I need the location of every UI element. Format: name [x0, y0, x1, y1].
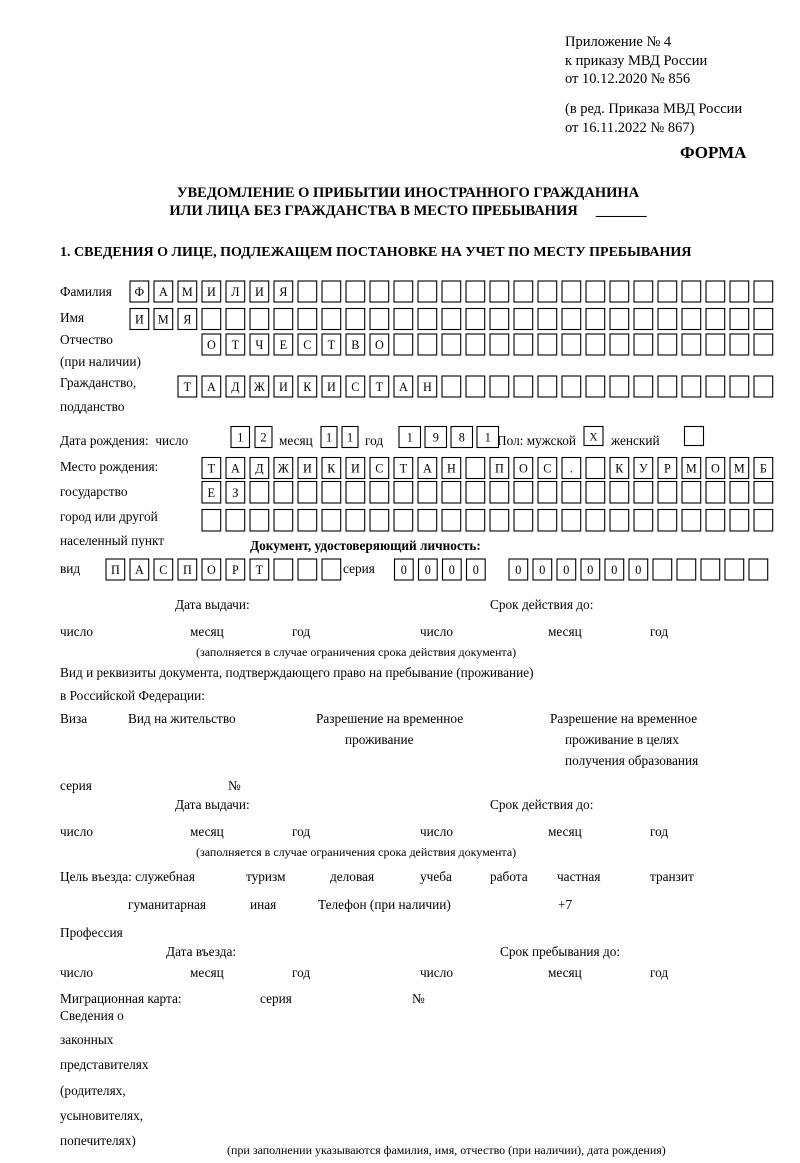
svg-text:О: О: [375, 338, 384, 352]
svg-text:0: 0: [635, 563, 641, 577]
svg-text:С: С: [159, 563, 167, 577]
svg-text:М: М: [182, 285, 193, 299]
svg-text:П: П: [495, 462, 504, 476]
svg-text:X: X: [590, 432, 598, 444]
svg-text:Т: Т: [376, 380, 384, 394]
svg-text:М: М: [686, 462, 697, 476]
svg-text:С: С: [375, 462, 383, 476]
svg-text:1: 1: [407, 431, 413, 445]
svg-text:Е: Е: [280, 338, 287, 352]
svg-text:0: 0: [563, 563, 569, 577]
svg-text:.: .: [570, 462, 573, 476]
svg-text:А: А: [207, 380, 216, 394]
svg-text:П: П: [183, 563, 192, 577]
svg-text:И: И: [327, 380, 336, 394]
svg-text:П: П: [111, 563, 120, 577]
svg-text:2: 2: [260, 431, 266, 445]
svg-text:Ч: Ч: [255, 338, 263, 352]
svg-text:А: А: [423, 462, 432, 476]
svg-text:М: М: [734, 462, 745, 476]
svg-text:0: 0: [515, 563, 521, 577]
svg-text:Н: Н: [447, 462, 456, 476]
svg-text:Н: Н: [423, 380, 432, 394]
svg-text:Л: Л: [231, 285, 239, 299]
svg-text:И: И: [351, 462, 360, 476]
svg-text:Ж: Ж: [278, 462, 289, 476]
svg-text:С: С: [303, 338, 311, 352]
svg-text:К: К: [615, 462, 624, 476]
svg-text:И: И: [135, 313, 144, 327]
svg-text:И: И: [303, 462, 312, 476]
svg-text:С: С: [351, 380, 359, 394]
svg-text:Т: Т: [328, 338, 336, 352]
svg-text:Т: Т: [184, 380, 192, 394]
svg-text:О: О: [519, 462, 528, 476]
svg-text:А: А: [135, 563, 144, 577]
svg-text:1: 1: [485, 431, 491, 445]
svg-text:0: 0: [539, 563, 545, 577]
svg-text:Т: Т: [232, 338, 240, 352]
svg-text:0: 0: [401, 563, 407, 577]
svg-text:Я: Я: [279, 285, 287, 299]
svg-text:Р: Р: [664, 462, 671, 476]
svg-text:Т: Т: [256, 563, 264, 577]
svg-text:Д: Д: [231, 380, 239, 394]
svg-text:Ж: Ж: [254, 380, 265, 394]
svg-text:З: З: [232, 486, 238, 500]
svg-text:У: У: [639, 462, 648, 476]
svg-text:К: К: [303, 380, 312, 394]
svg-text:И: И: [279, 380, 288, 394]
svg-text:А: А: [159, 285, 168, 299]
svg-text:Б: Б: [760, 462, 767, 476]
svg-text:А: А: [231, 462, 240, 476]
svg-text:С: С: [543, 462, 551, 476]
svg-text:Ф: Ф: [135, 285, 145, 299]
svg-text:Т: Т: [208, 462, 216, 476]
svg-text:А: А: [399, 380, 408, 394]
svg-text:В: В: [351, 338, 359, 352]
svg-text:Т: Т: [400, 462, 408, 476]
svg-text:Д: Д: [255, 462, 263, 476]
svg-text:М: М: [158, 313, 169, 327]
svg-text:0: 0: [611, 563, 617, 577]
svg-text:1: 1: [347, 431, 353, 445]
svg-text:Р: Р: [232, 563, 239, 577]
svg-text:Е: Е: [208, 486, 216, 500]
svg-text:О: О: [711, 462, 720, 476]
svg-text:Я: Я: [183, 313, 191, 327]
svg-text:1: 1: [237, 431, 243, 445]
svg-text:И: И: [255, 285, 264, 299]
svg-text:8: 8: [459, 431, 465, 445]
svg-text:О: О: [207, 338, 216, 352]
svg-text:1: 1: [326, 431, 332, 445]
svg-text:0: 0: [587, 563, 593, 577]
svg-text:И: И: [207, 285, 216, 299]
svg-text:0: 0: [425, 563, 431, 577]
svg-text:О: О: [207, 563, 216, 577]
svg-text:0: 0: [449, 563, 455, 577]
svg-text:К: К: [327, 462, 336, 476]
svg-text:9: 9: [433, 431, 439, 445]
